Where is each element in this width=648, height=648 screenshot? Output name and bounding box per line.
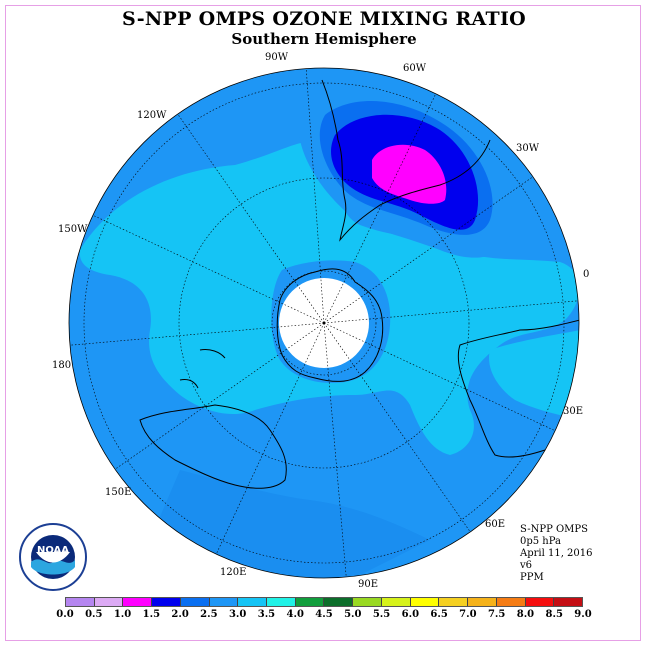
colorbar-swatch xyxy=(180,598,210,606)
colorbar-tick-label: 8.0 xyxy=(516,609,535,620)
meridian-line xyxy=(323,322,347,578)
meridian-line xyxy=(114,322,325,470)
field-level-1.0 xyxy=(372,144,447,204)
meridian-line xyxy=(323,176,534,324)
info-instrument: S-NPP OMPS xyxy=(520,524,588,535)
coastline-south-america xyxy=(321,79,491,242)
colorbar-swatch xyxy=(324,598,354,606)
colorbar-swatch xyxy=(295,598,325,606)
coastline-africa xyxy=(457,319,579,458)
colorbar-tick-label: 7.0 xyxy=(459,609,477,620)
colorbar-swatch xyxy=(152,598,181,606)
longitude-label: 120W xyxy=(137,110,167,121)
colorbar-swatch xyxy=(554,598,582,606)
colorbar xyxy=(65,597,583,607)
info-units: PPM xyxy=(520,572,544,583)
meridian-line xyxy=(69,322,325,346)
longitude-label: 30W xyxy=(516,143,540,154)
colorbar-swatch xyxy=(468,598,497,606)
map-subtitle: Southern Hemisphere xyxy=(231,30,417,48)
coastline-australia xyxy=(139,404,287,489)
colorbar-tick-label: 1.0 xyxy=(113,609,132,620)
longitude-label: 0 xyxy=(583,269,590,280)
colorbar-swatch xyxy=(410,598,440,606)
latitude-circle-40s xyxy=(83,82,565,564)
info-version: v6 xyxy=(520,560,533,571)
colorbar-swatch xyxy=(525,598,555,606)
colorbar-tick-label: 8.5 xyxy=(545,609,563,620)
info-block: S-NPP OMPS 0p5 hPa April 11, 2016 v6 PPM xyxy=(520,524,593,584)
meridian-line xyxy=(323,322,471,533)
colorbar-tick-label: 9.0 xyxy=(574,609,592,620)
colorbar-tick-label: 7.5 xyxy=(487,609,506,620)
info-date: April 11, 2016 xyxy=(520,548,593,559)
longitude-label: 90E xyxy=(358,579,379,590)
colorbar-tick-label: 2.5 xyxy=(200,609,218,620)
colorbar-tick-label: 1.5 xyxy=(142,609,161,620)
meridian-line xyxy=(323,93,437,324)
noaa-logo-text: NOAA xyxy=(37,545,69,556)
coastline-antarctica xyxy=(276,268,384,382)
colorbar-tick-label: 6.0 xyxy=(401,609,420,620)
colorbar-tick-label: 0.0 xyxy=(56,609,74,620)
map-title: S-NPP OMPS OZONE MIXING RATIO xyxy=(121,8,527,30)
map-boundary xyxy=(68,67,580,579)
meridian-line xyxy=(305,68,325,324)
longitude-label: 30E xyxy=(563,406,584,417)
colorbar-swatch xyxy=(381,598,411,606)
field-level-3.0-east xyxy=(489,330,579,420)
meridian-line xyxy=(323,300,579,324)
colorbar-swatch xyxy=(209,598,239,606)
latitude-circle-80s xyxy=(271,270,377,376)
colorbar-swatch xyxy=(94,598,124,606)
longitude-label: 150E xyxy=(105,487,132,498)
south-pole-dot xyxy=(322,321,326,325)
colorbar-tick-label: 4.0 xyxy=(286,609,304,620)
colorbar-swatch xyxy=(496,598,526,606)
coastline-new-zealand xyxy=(179,349,226,389)
meridian-line xyxy=(92,214,325,324)
colorbar-swatch xyxy=(353,598,382,606)
noaa-logo: NOAA xyxy=(19,523,87,591)
info-level: 0p5 hPa xyxy=(520,536,561,547)
longitude-label: 120E xyxy=(220,567,247,578)
colorbar-swatch xyxy=(123,598,153,606)
meridian-line xyxy=(215,322,325,555)
longitude-label: 60E xyxy=(485,519,506,530)
colorbar-tick-label: 3.5 xyxy=(257,609,276,620)
longitude-label: 90W xyxy=(265,52,289,63)
colorbar-tick-label: 2.0 xyxy=(171,609,189,620)
page-frame xyxy=(5,5,641,641)
colorbar-tick-label: 3.0 xyxy=(228,609,247,620)
meridian-line xyxy=(323,322,556,432)
colorbar-swatch xyxy=(439,598,469,606)
colorbar-swatch xyxy=(238,598,268,606)
colorbar-tick-label: 5.0 xyxy=(344,609,362,620)
colorbar-tick-label: 5.5 xyxy=(372,609,391,620)
colorbar-swatch xyxy=(66,598,95,606)
colorbar-tick-label: 4.5 xyxy=(315,609,333,620)
latitude-circle-60s xyxy=(178,177,470,469)
longitude-label: 150W xyxy=(58,224,88,235)
colorbar-swatch xyxy=(267,598,296,606)
longitude-label: 60W xyxy=(403,63,427,74)
meridian-line xyxy=(177,113,325,324)
longitude-label: 180 xyxy=(52,360,72,371)
colorbar-tick-label: 6.5 xyxy=(430,609,448,620)
colorbar-tick-label: 0.5 xyxy=(85,609,103,620)
